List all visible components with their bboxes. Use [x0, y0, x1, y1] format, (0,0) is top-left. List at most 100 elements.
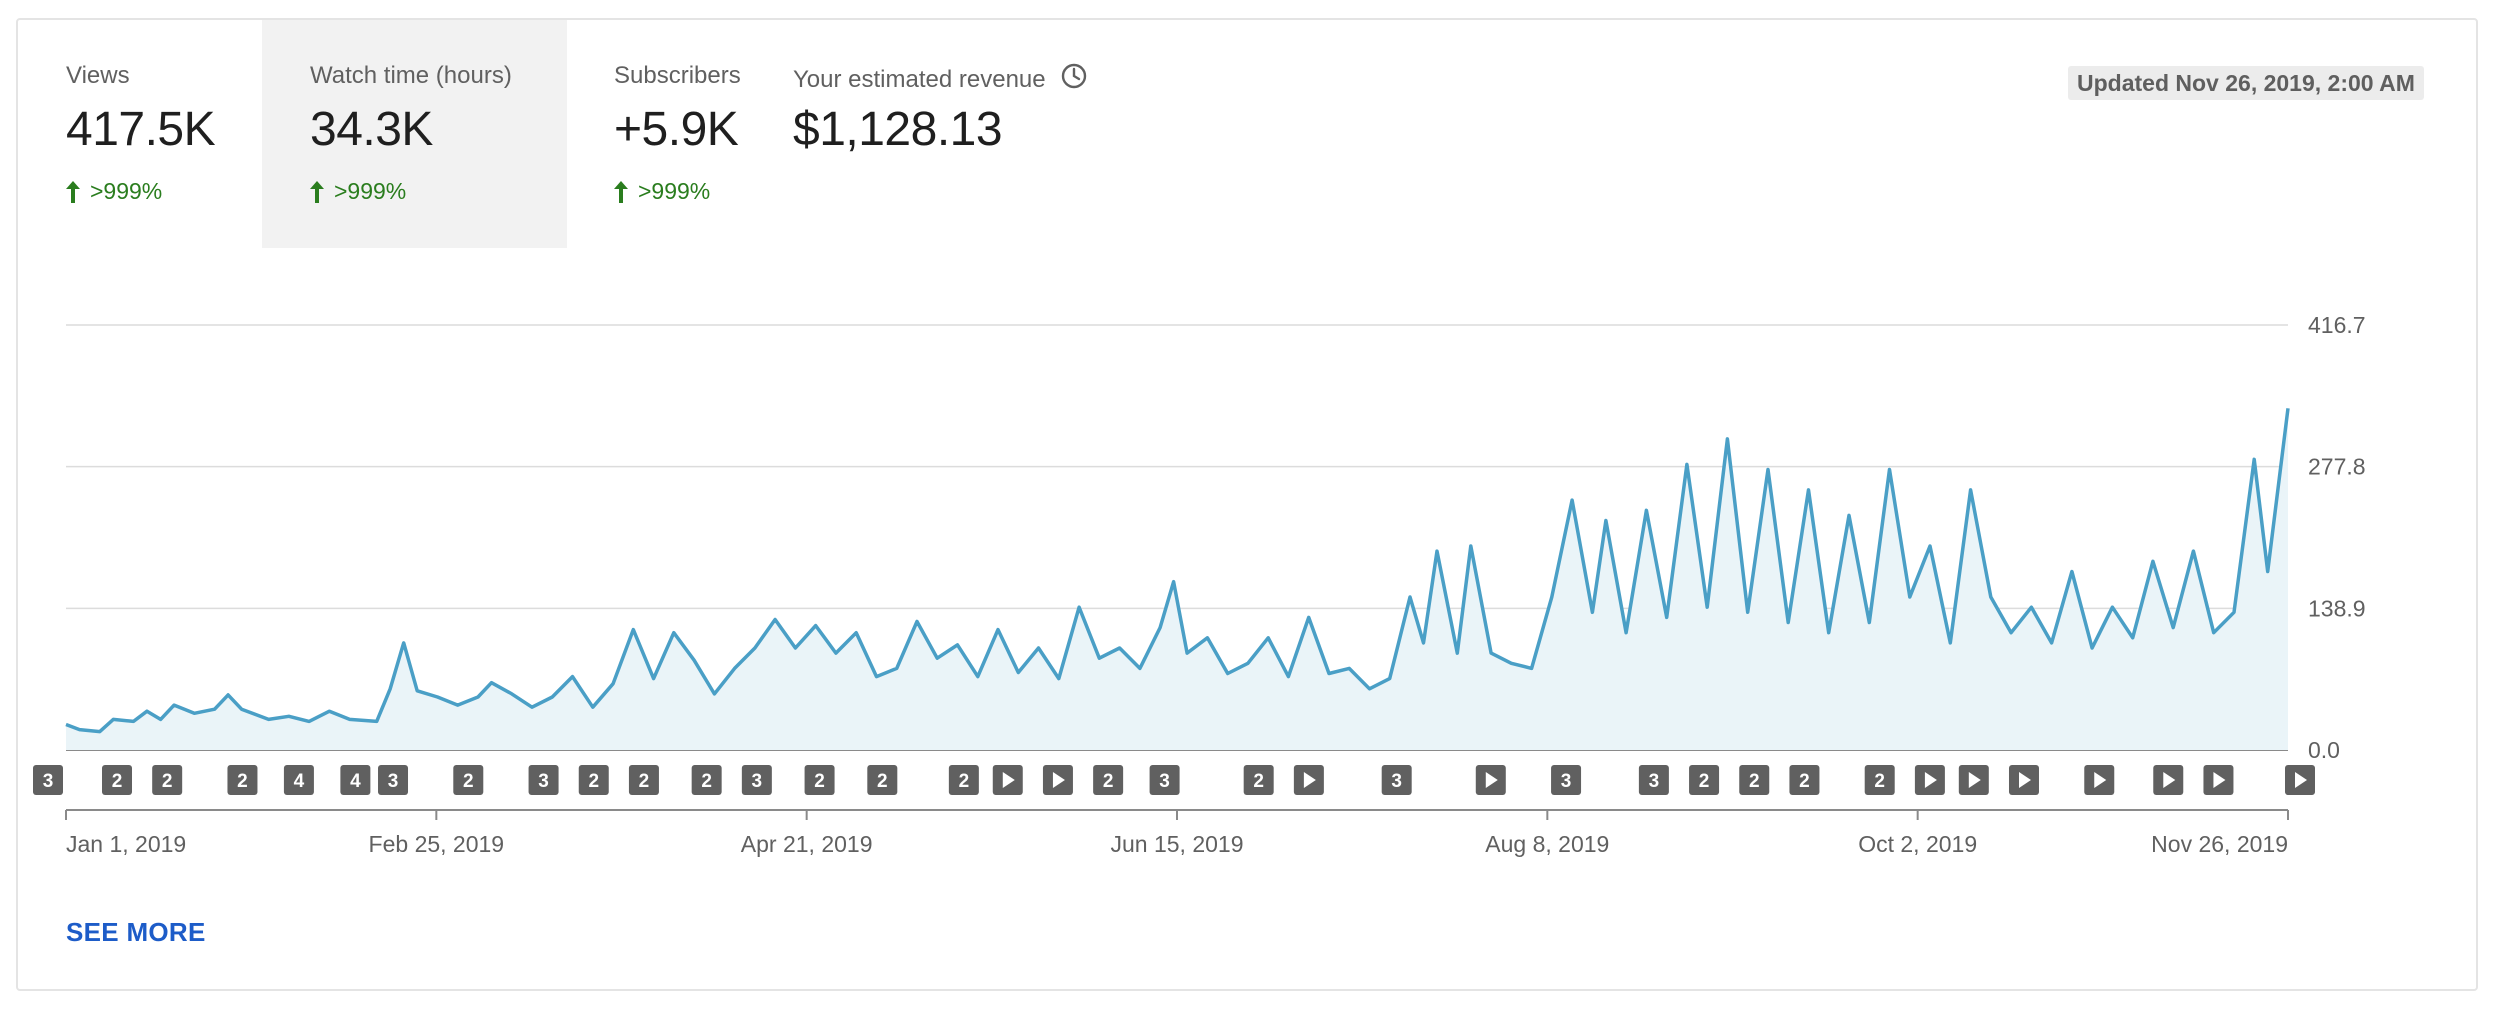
video-count-marker[interactable] [33, 765, 63, 795]
video-count-label: 2 [463, 771, 474, 792]
play-icon [1485, 772, 1498, 788]
metric-change: >999% [310, 178, 406, 205]
video-count-label: 3 [1561, 771, 1572, 792]
analytics-card: Views 417.5K >999% Watch time (hours) 34… [16, 18, 2478, 991]
metric-tab-subscribers[interactable]: Subscribers +5.9K >999% [567, 20, 793, 248]
play-icon [1002, 772, 1015, 788]
video-count-label: 3 [1159, 771, 1170, 792]
arrow-up-icon [66, 180, 80, 203]
video-count-marker[interactable] [1093, 765, 1124, 795]
play-icon [2094, 772, 2107, 788]
video-count-marker[interactable] [628, 765, 659, 795]
y-tick-label: 138.9 [2308, 595, 2366, 621]
video-count-label: 2 [639, 771, 650, 792]
watch-time-chart: 0.0 138.9 277.8 416.7 3 2 2 2 4 4 3 2 3 2 2 2 3 2 2 2 2 3 2 3 3 3… [33, 312, 2366, 857]
video-count-label: 3 [1649, 771, 1660, 792]
play-icon [1968, 772, 1981, 788]
arrow-up-icon [614, 180, 628, 203]
metric-value: 417.5K [66, 103, 216, 156]
video-count-label: 4 [294, 771, 305, 792]
video-count-marker[interactable] [1689, 765, 1720, 795]
video-count-marker[interactable] [804, 765, 835, 795]
video-count-label: 2 [1103, 771, 1114, 792]
arrow-up-icon [310, 180, 324, 203]
video-count-label: 2 [237, 771, 248, 792]
video-count-label: 3 [388, 771, 399, 792]
video-count-marker[interactable] [378, 765, 409, 795]
video-count-label: 2 [701, 771, 712, 792]
video-count-label: 2 [162, 771, 173, 792]
video-count-marker[interactable] [578, 765, 609, 795]
metric-change-value: >999% [90, 178, 163, 204]
x-tick-label: Jan 1, 2019 [66, 831, 186, 857]
video-count-marker[interactable] [102, 765, 133, 795]
see-more-link[interactable]: SEE MORE [66, 917, 206, 947]
metric-label: Watch time (hours) [310, 62, 512, 89]
video-count-marker[interactable] [1789, 765, 1820, 795]
x-tick-label: Oct 2, 2019 [1858, 831, 1977, 857]
play-icon [1052, 772, 1065, 788]
video-count-label: 2 [1253, 771, 1264, 792]
video-count-label: 2 [877, 771, 888, 792]
video-count-label: 3 [1391, 771, 1402, 792]
updated-timestamp: Updated Nov 26, 2019, 2:00 AM [2068, 66, 2424, 100]
video-count-marker[interactable] [1864, 765, 1895, 795]
video-count-label: 4 [350, 771, 361, 792]
x-tick-label: Aug 8, 2019 [1485, 831, 1609, 857]
metric-value: $1,128.13 [793, 103, 1003, 156]
metric-tabs: Views 417.5K >999% Watch time (hours) 34… [18, 20, 1153, 248]
metric-tab-views[interactable]: Views 417.5K >999% [18, 20, 262, 248]
metric-label: Views [66, 62, 130, 89]
metric-value: 34.3K [310, 103, 433, 156]
video-count-marker[interactable] [1149, 765, 1180, 795]
video-count-marker[interactable] [1381, 765, 1412, 795]
video-count-label: 3 [43, 771, 54, 792]
video-count-marker[interactable] [741, 765, 772, 795]
chart-area-fill [66, 408, 2288, 750]
metric-label: Your estimated revenue [793, 62, 1088, 97]
video-count-label: 2 [588, 771, 599, 792]
video-count-label: 2 [1699, 771, 1710, 792]
y-tick-label: 416.7 [2308, 312, 2366, 338]
video-count-label: 2 [1749, 771, 1760, 792]
x-tick-label: Feb 25, 2019 [369, 831, 505, 857]
watch-time-series-line [65, 408, 2290, 734]
video-count-label: 2 [1799, 771, 1810, 792]
video-count-label: 3 [538, 771, 549, 792]
metric-tab-revenue[interactable]: Your estimated revenue $1,128.13 [793, 20, 1153, 248]
video-count-marker[interactable] [948, 765, 979, 795]
x-tick-label: Jun 15, 2019 [1110, 831, 1243, 857]
video-count-marker[interactable] [1243, 765, 1274, 795]
clock-icon [1060, 62, 1088, 97]
video-count-marker[interactable] [528, 765, 559, 795]
video-count-marker[interactable] [691, 765, 722, 795]
play-icon [2018, 772, 2031, 788]
metric-change-value: >999% [334, 178, 407, 204]
metric-label: Subscribers [614, 62, 741, 89]
x-tick-label: Nov 26, 2019 [2151, 831, 2288, 857]
play-icon [1924, 772, 1937, 788]
play-icon [2213, 772, 2226, 788]
play-icon [2295, 772, 2307, 788]
metric-change: >999% [614, 178, 710, 205]
video-count-marker[interactable] [283, 765, 314, 795]
video-count-marker[interactable] [1551, 765, 1582, 795]
video-count-label: 2 [112, 771, 123, 792]
video-count-marker[interactable] [453, 765, 484, 795]
metric-change-value: >999% [638, 178, 711, 204]
x-tick-label: Apr 21, 2019 [741, 831, 873, 857]
video-count-label: 3 [752, 771, 763, 792]
y-tick-label: 277.8 [2308, 454, 2366, 480]
metric-tab-watch-time[interactable]: Watch time (hours) 34.3K >999% [262, 20, 567, 248]
video-count-marker[interactable] [1638, 765, 1669, 795]
video-count-marker[interactable] [340, 765, 371, 795]
metric-value: +5.9K [614, 103, 739, 156]
play-icon [1303, 772, 1316, 788]
video-count-marker[interactable] [867, 765, 898, 795]
video-count-marker[interactable] [227, 765, 258, 795]
video-count-marker[interactable] [152, 765, 183, 795]
video-count-marker[interactable] [1739, 765, 1770, 795]
metric-change: >999% [66, 178, 162, 205]
video-count-label: 2 [1874, 771, 1885, 792]
video-count-label: 2 [814, 771, 825, 792]
